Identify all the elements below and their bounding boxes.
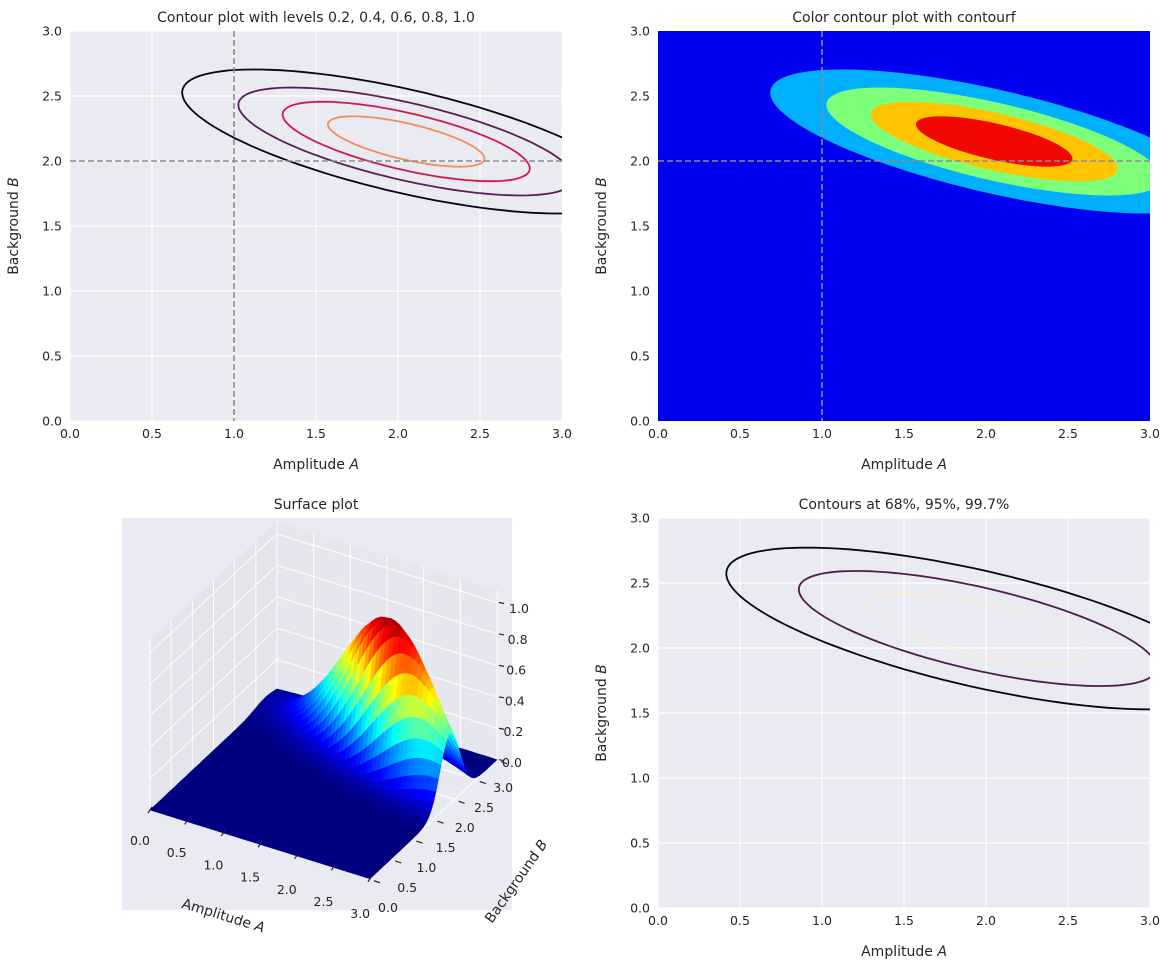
x-tick-label: 1.0 <box>224 426 244 441</box>
y-axis-label: Background B <box>6 177 22 275</box>
y-tick-label: 0.0 <box>378 900 398 915</box>
x-tick-label: 3.0 <box>552 426 572 441</box>
y-axis-variable: B <box>594 177 610 187</box>
x-tick-label: 2.0 <box>976 426 996 441</box>
y-axis-label-text: Background <box>594 678 610 762</box>
y-tick-label: 2.5 <box>474 800 494 815</box>
x-tick-label: 0.5 <box>730 426 750 441</box>
x-axis-variable: A <box>348 457 359 473</box>
confidence-contour-plot: 0.0 0.5 1.0 1.5 2.0 2.5 3.0 0.0 0.5 1.0 1.5 2.0 2.5 3… <box>594 497 1171 960</box>
y-tick-label: 1.5 <box>630 706 650 721</box>
y-tick-label: 1.0 <box>42 284 62 299</box>
y-tick-label: 3.0 <box>630 24 650 39</box>
chart-title: Contour plot with levels 0.2, 0.4, 0.6, … <box>157 10 475 26</box>
x-axis-variable: A <box>936 457 947 473</box>
y-tick-label: 2.5 <box>42 89 62 104</box>
y-tick-label: 1.5 <box>436 840 456 855</box>
x-tick-label: 0.5 <box>142 426 162 441</box>
y-tick-label: 1.0 <box>416 860 436 875</box>
x-axis-variable: A <box>936 944 947 960</box>
x-tick-label: 0.5 <box>167 845 187 860</box>
x-tick-label: 1.5 <box>306 426 326 441</box>
y-axis-variable: B <box>594 664 610 674</box>
y-tick-label: 2.0 <box>630 641 650 656</box>
contour-plot: 0.0 0.5 1.0 1.5 2.0 2.5 3.0 0.0 0.5 1.0 1.5 2.0 2.5 3… <box>6 10 630 473</box>
z-tick-label: 0.2 <box>503 724 523 739</box>
y-tick-label: 0.0 <box>42 414 62 429</box>
x-tick-label: 0.0 <box>648 426 668 441</box>
y-tick-label: 0.5 <box>42 349 62 364</box>
x-axis-label-text: Amplitude <box>861 944 933 960</box>
x-axis-label-text: Amplitude <box>861 457 933 473</box>
y-tick-label: 2.0 <box>630 154 650 169</box>
x-tick-label: 2.0 <box>976 913 996 928</box>
chart-title: Contours at 68%, 95%, 99.7% <box>799 497 1010 513</box>
z-tick-label: 0.4 <box>505 693 525 708</box>
y-tick-label: 1.5 <box>42 219 62 234</box>
x-tick-label: 1.5 <box>240 870 260 885</box>
x-tick-label: 2.0 <box>277 882 297 897</box>
y-tick-label: 2.5 <box>630 89 650 104</box>
y-axis-variable: B <box>6 177 22 187</box>
chart-title: Color contour plot with contourf <box>792 10 1017 26</box>
x-axis-label-text: Amplitude <box>273 457 345 473</box>
y-tick-label: 0.0 <box>630 901 650 916</box>
x-tick-label: 2.0 <box>388 426 408 441</box>
chart-title: Surface plot <box>274 497 359 513</box>
x-tick-label: 0.0 <box>60 426 80 441</box>
x-tick-label: 0.5 <box>730 913 750 928</box>
y-tick-label: 2.0 <box>455 820 475 835</box>
x-tick-label: 1.0 <box>812 426 832 441</box>
x-tick-label: 1.0 <box>812 913 832 928</box>
x-tick-label: 3.0 <box>350 906 370 921</box>
y-tick-label: 3.0 <box>493 780 513 795</box>
y-tick-label: 0.5 <box>630 836 650 851</box>
contourf-plot: 0.0 0.5 1.0 1.5 2.0 2.5 3.0 0.0 0.5 1.0 1.5 2.0 2.5 3… <box>594 10 1171 473</box>
x-axis-label: Amplitude A <box>861 944 947 960</box>
x-tick-label: 2.5 <box>470 426 490 441</box>
x-axis-label: Amplitude A <box>861 457 947 473</box>
x-tick-label: 3.0 <box>1140 426 1160 441</box>
y-tick-label: 3.0 <box>630 511 650 526</box>
x-tick-label: 2.5 <box>314 894 334 909</box>
x-tick-label: 0.0 <box>130 833 150 848</box>
x-tick-label: 0.0 <box>648 913 668 928</box>
y-tick-label: 1.0 <box>630 771 650 786</box>
y-axis-label: Background B <box>594 664 610 762</box>
y-tick-label: 1.0 <box>630 284 650 299</box>
x-tick-label: 2.5 <box>1058 426 1078 441</box>
y-axis-label-text: Background <box>6 191 22 275</box>
z-tick-label: 1.0 <box>509 601 529 616</box>
x-tick-label: 3.0 <box>1140 913 1160 928</box>
y-tick-label: 0.5 <box>630 349 650 364</box>
z-tick-label: 0.8 <box>508 632 528 647</box>
x-tick-label: 1.5 <box>894 913 914 928</box>
y-tick-label: 2.0 <box>42 154 62 169</box>
x-axis-label: Amplitude A <box>273 457 359 473</box>
y-tick-label: 3.0 <box>42 24 62 39</box>
x-tick-label: 1.5 <box>894 426 914 441</box>
y-tick-label: 2.5 <box>630 576 650 591</box>
x-tick-label: 2.5 <box>1058 913 1078 928</box>
z-tick-label: 0.6 <box>506 663 526 678</box>
y-tick-label: 0.5 <box>397 880 417 895</box>
y-tick-label: 0.0 <box>630 414 650 429</box>
z-tick-label: 0.0 <box>502 755 522 770</box>
x-tick-label: 1.0 <box>203 857 223 872</box>
y-axis-label: Background B <box>594 177 610 275</box>
y-axis-label-text: Background <box>594 191 610 275</box>
y-tick-label: 1.5 <box>630 219 650 234</box>
